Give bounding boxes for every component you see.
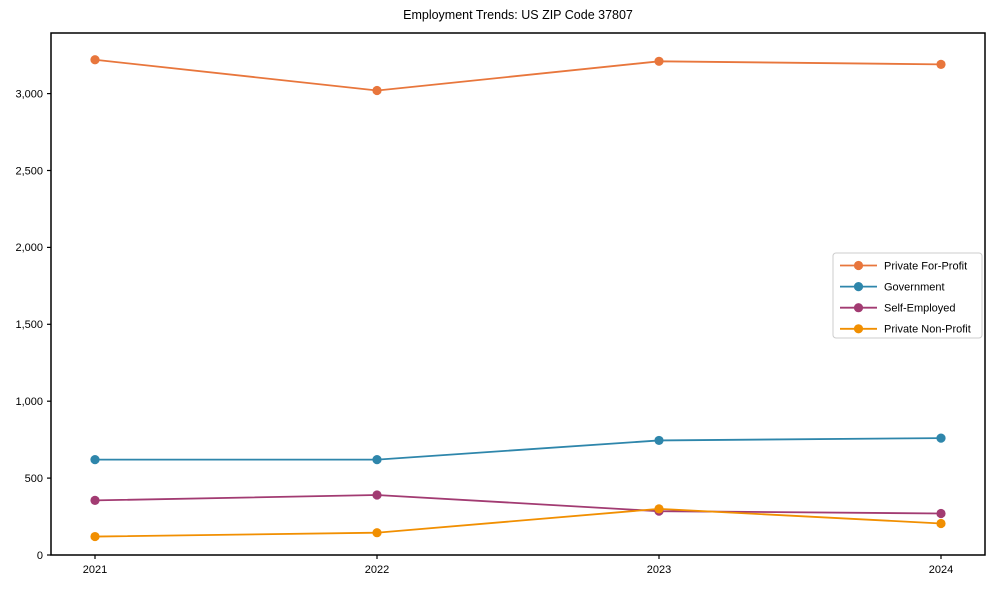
data-point bbox=[90, 55, 100, 65]
series-line bbox=[94, 494, 942, 515]
data-point bbox=[936, 59, 946, 69]
legend-label: Private For-Profit bbox=[884, 260, 967, 272]
legend-box bbox=[832, 252, 983, 339]
data-point bbox=[90, 531, 100, 542]
y-tick-label: 2,500 bbox=[15, 165, 43, 177]
data-point bbox=[936, 518, 946, 529]
data-point bbox=[372, 528, 382, 538]
x-tick-label: 2022 bbox=[365, 564, 389, 576]
y-tick-label: 1,500 bbox=[15, 319, 43, 331]
data-point bbox=[90, 455, 100, 465]
x-tick-label: 2023 bbox=[647, 564, 671, 576]
legend-label: Self-Employed bbox=[884, 303, 956, 315]
y-tick-label: 2,000 bbox=[15, 242, 43, 254]
series-line bbox=[94, 58, 942, 92]
x-tick-label: 2024 bbox=[929, 564, 953, 576]
legend-marker bbox=[853, 260, 864, 271]
series-private-for-profit bbox=[90, 55, 946, 96]
data-point bbox=[936, 508, 946, 519]
legend: Private For-Profit Government Self-Employe… bbox=[832, 252, 983, 339]
y-tick-label: 500 bbox=[25, 473, 43, 485]
legend-marker bbox=[853, 324, 864, 334]
y-tick-label: 3,000 bbox=[15, 88, 43, 100]
data-point bbox=[654, 56, 664, 66]
plot-border bbox=[50, 32, 986, 556]
x-tick-label: 2021 bbox=[83, 564, 107, 576]
series-line bbox=[94, 507, 942, 538]
y-tick-label: 0 bbox=[37, 550, 43, 562]
legend-marker bbox=[853, 303, 864, 313]
data-point bbox=[372, 490, 382, 500]
data-point bbox=[654, 435, 664, 446]
legend-marker bbox=[853, 282, 864, 292]
legend-label: Government bbox=[884, 281, 945, 293]
data-point bbox=[372, 85, 382, 96]
legend-label: Private Non-Profit bbox=[884, 324, 971, 336]
series-line bbox=[95, 437, 942, 461]
data-point bbox=[936, 433, 946, 443]
data-point bbox=[372, 455, 382, 465]
data-point bbox=[654, 504, 664, 514]
y-tick-label: 1,000 bbox=[15, 396, 43, 408]
chart-title: Employment Trends: US ZIP Code 37807 bbox=[403, 8, 633, 22]
data-point bbox=[90, 495, 100, 506]
series-self-employed bbox=[90, 490, 946, 519]
series-private-non-profit bbox=[90, 504, 946, 542]
series-government bbox=[90, 433, 946, 465]
